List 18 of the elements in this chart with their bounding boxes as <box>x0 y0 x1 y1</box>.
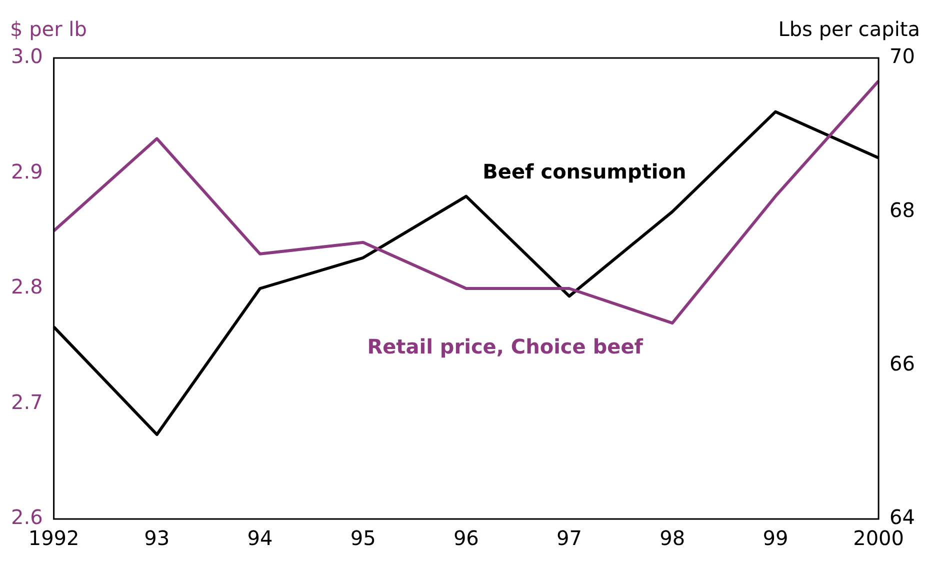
x-tick-label: 95 <box>350 526 376 550</box>
y-axis-title: $ per lb <box>10 17 87 41</box>
x-tick-label: 96 <box>453 526 479 550</box>
x-tick-label: 93 <box>144 526 170 550</box>
x-tick-label: 94 <box>247 526 273 550</box>
series-label: Beef consumption <box>482 159 686 184</box>
x-tick-label: 97 <box>556 526 582 550</box>
y2-tick-label: 68 <box>890 198 916 222</box>
y-tick-label: 3.0 <box>10 44 43 68</box>
y2-axis-title: Lbs per capita <box>778 17 920 41</box>
y-tick-label: 2.7 <box>10 390 43 414</box>
y-tick-label: 2.8 <box>10 274 43 299</box>
series-label: Retail price, Choice beef <box>367 334 644 359</box>
y2-tick-label: 66 <box>890 352 916 376</box>
x-tick-label: 98 <box>660 526 686 550</box>
y2-tick-label: 70 <box>890 44 916 68</box>
y-tick-label: 2.9 <box>10 159 43 184</box>
x-tick-label: 99 <box>762 526 788 550</box>
